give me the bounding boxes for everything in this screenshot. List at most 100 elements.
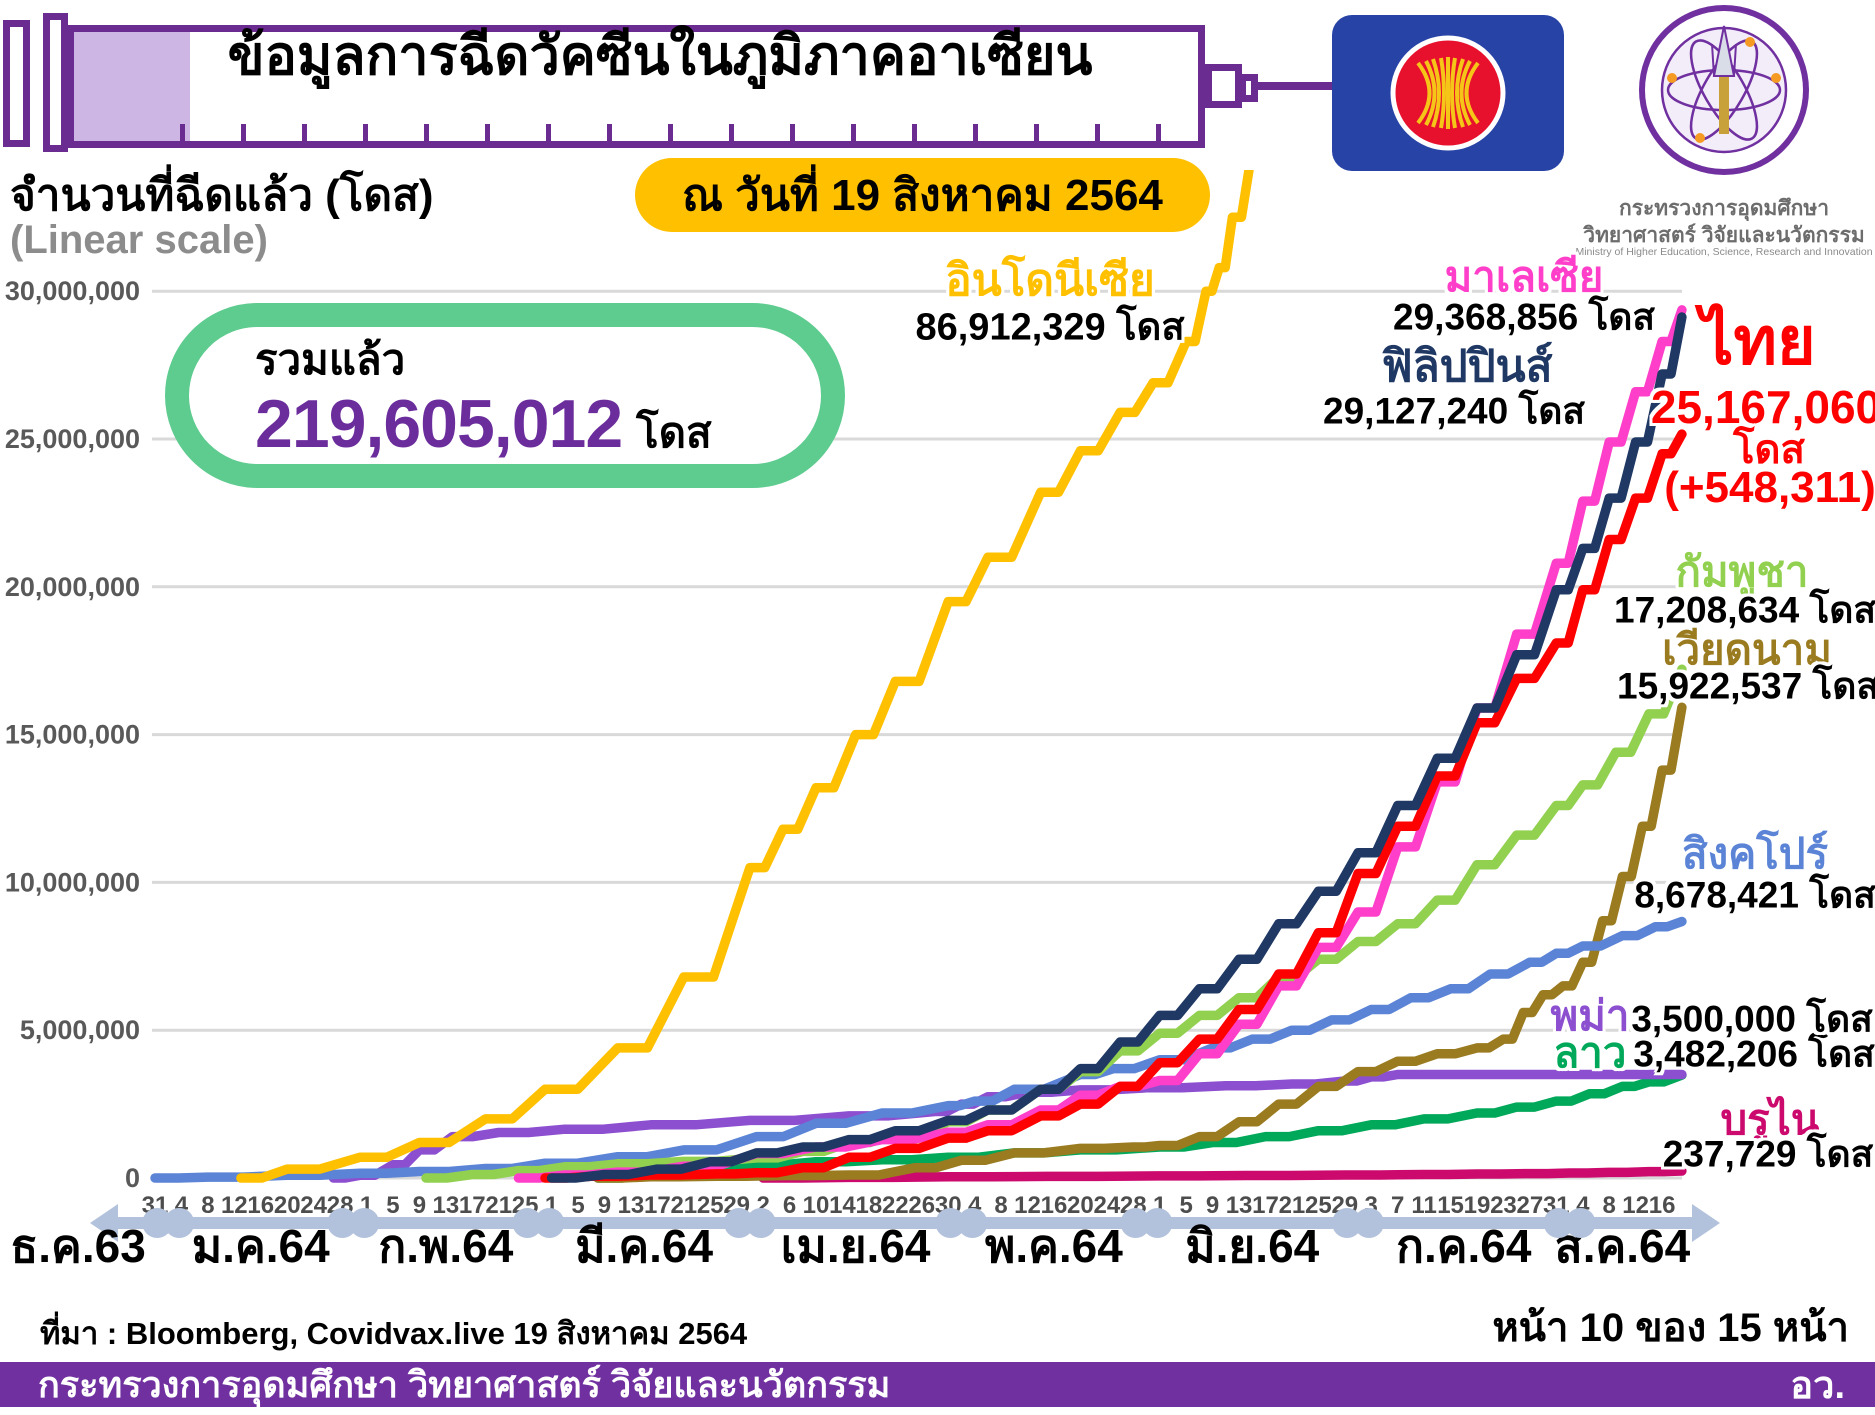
month-separator-dot [349, 1208, 380, 1238]
country-name-brunei: บรูไน [1720, 1096, 1820, 1143]
syringe-barrel [67, 25, 1205, 148]
source-note: ที่มา : Bloomberg, Covidvax.live 19 สิงห… [40, 1316, 748, 1351]
x-axis-arrow-right [1692, 1204, 1720, 1242]
x-day-tick: 23 [1490, 1192, 1517, 1219]
x-day-tick: 20 [1067, 1192, 1094, 1219]
x-day-tick: 8 [994, 1192, 1007, 1219]
x-day-tick: 15 [1437, 1192, 1464, 1219]
total-value: 219,605,012 [255, 386, 623, 463]
x-day-tick: 25 [697, 1192, 724, 1219]
x-day-tick: 5 [1179, 1192, 1192, 1219]
country-name-myanmar: พม่า [1550, 992, 1630, 1039]
month-separator-dot [1332, 1208, 1363, 1238]
syringe-nozzle-tip [1239, 74, 1258, 102]
series-line-brunei [758, 1166, 1687, 1183]
y-axis-title: จำนวนที่ฉีดแล้ว (โดส) [10, 171, 434, 220]
series-line-thailand [540, 429, 1687, 1183]
country-name-thailand: ไทย [1700, 303, 1816, 378]
x-day-tick: 9 [598, 1192, 611, 1219]
month-separator-dot [1543, 1208, 1574, 1238]
syringe-liquid [74, 32, 190, 141]
country-total-cambodia: 17,208,634 โดส [1614, 589, 1875, 631]
month-separator-dot [534, 1208, 565, 1238]
y-tick-label: 15,000,000 [5, 720, 140, 750]
x-day-tick: 8 [1603, 1192, 1616, 1219]
month-separator-dot [1142, 1208, 1173, 1238]
y-tick-label: 5,000,000 [20, 1015, 140, 1045]
month-separator-dot [935, 1208, 966, 1238]
x-day-tick: 19 [1464, 1192, 1491, 1219]
country-total-thailand: 25,167,060 [1650, 381, 1875, 433]
y-tick-label: 20,000,000 [5, 572, 140, 602]
month-separator-dot [1120, 1208, 1151, 1238]
x-month-label: มี.ค.64 [575, 1220, 713, 1272]
x-day-tick: 24 [300, 1192, 327, 1219]
country-name-vietnam: เวียดนาม [1662, 626, 1832, 673]
footer-ministry-name: กระทรวงการอุดมศึกษา วิทยาศาสตร์ วิจัยและ… [38, 1364, 891, 1405]
page-number: หน้า 10 ของ 15 หน้า [1492, 1306, 1849, 1350]
x-month-label: ม.ค.64 [192, 1220, 330, 1272]
x-day-tick: 17 [459, 1192, 486, 1219]
series-line-philippines [546, 312, 1687, 1183]
country-total-myanmar: 3,500,000 โดส [1631, 998, 1873, 1040]
x-month-label: เม.ย.64 [781, 1220, 931, 1272]
syringe-nozzle [1205, 64, 1242, 108]
country-total-laos: 3,482,206 โดส [1633, 1033, 1875, 1075]
x-day-tick: 21 [670, 1192, 697, 1219]
country-name-cambodia: กัมพูชา [1675, 548, 1809, 595]
x-day-tick: 18 [856, 1192, 883, 1219]
footer-bar: กระทรวงการอุดมศึกษา วิทยาศาสตร์ วิจัยและ… [0, 1362, 1875, 1407]
total-unit: โดส [636, 409, 712, 457]
month-separator-dot [957, 1208, 988, 1238]
month-separator-dot [142, 1208, 173, 1238]
x-month-label: พ.ค.64 [985, 1220, 1123, 1272]
x-day-tick: 17 [644, 1192, 671, 1219]
series-line-vietnam [593, 702, 1687, 1183]
x-month-label: ก.พ.64 [378, 1220, 513, 1272]
x-day-tick: 9 [413, 1192, 426, 1219]
country-name-laos: ลาว [1553, 1029, 1627, 1076]
total-doses-badge: รวมแล้ว 219,605,012 โดส [165, 303, 845, 488]
country-unit-thailand: โดส [1733, 428, 1805, 472]
x-day-tick: 5 [571, 1192, 584, 1219]
page-title: ข้อมูลการฉีดวัคซีนในภูมิภาคอาเซียน [227, 25, 1093, 86]
month-separator-dot [512, 1208, 543, 1238]
month-separator-dot [1565, 1208, 1596, 1238]
country-total-malaysia: 29,368,856 โดส [1393, 296, 1655, 338]
syringe-plunger-end [3, 20, 30, 147]
x-day-tick: 24 [1093, 1192, 1120, 1219]
x-day-tick: 14 [829, 1192, 856, 1219]
month-separator-dot [723, 1208, 754, 1238]
x-day-tick: 12 [1622, 1192, 1649, 1219]
x-day-tick: 11 [1411, 1192, 1436, 1219]
x-month-label: ก.ค.64 [1396, 1220, 1532, 1272]
asean-flag [1332, 15, 1564, 171]
x-month-label: มิ.ย.64 [1185, 1220, 1319, 1272]
x-day-tick: 9 [1206, 1192, 1219, 1219]
country-total-vietnam: 15,922,537 โดส [1617, 665, 1875, 707]
x-day-tick: 26 [908, 1192, 935, 1219]
x-day-tick: 13 [618, 1192, 645, 1219]
x-day-tick: 22 [882, 1192, 909, 1219]
x-day-tick: 12 [221, 1192, 248, 1219]
total-label: รวมแล้ว [255, 336, 406, 383]
month-separator-dot [1354, 1208, 1385, 1238]
x-day-tick: 16 [1649, 1192, 1676, 1219]
x-day-tick: 13 [432, 1192, 459, 1219]
syringe-plunger-handle [43, 13, 68, 152]
ministry-name-line1: กระทรวงการอุดมศึกษา [1619, 197, 1829, 220]
x-day-tick: 21 [1279, 1192, 1306, 1219]
y-tick-label: 30,000,000 [5, 276, 140, 306]
x-day-tick: 20 [274, 1192, 301, 1219]
x-day-tick: 13 [1226, 1192, 1253, 1219]
x-axis-arrow-left [90, 1204, 118, 1242]
series-line-indonesia [236, 170, 1254, 1183]
x-day-tick: 16 [1041, 1192, 1068, 1219]
country-total-brunei: 237,729 โดส [1662, 1133, 1874, 1175]
series-line-laos [593, 1070, 1687, 1183]
series-line-cambodia [421, 664, 1687, 1183]
month-separator-dot [745, 1208, 776, 1238]
ministry-name-en: Ministry of Higher Education, Science, R… [1575, 246, 1873, 258]
x-month-label: ธ.ค.63 [10, 1220, 146, 1272]
